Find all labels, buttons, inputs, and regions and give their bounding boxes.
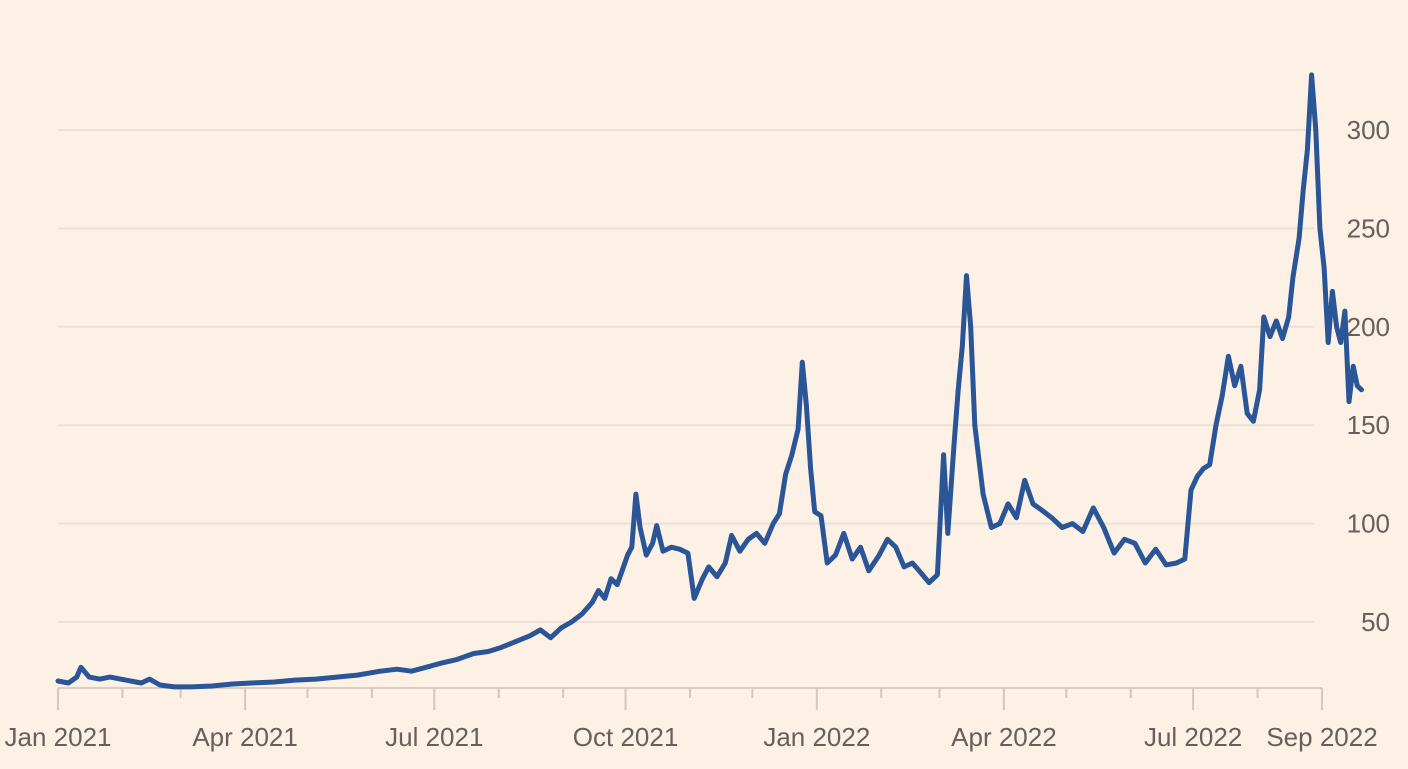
x-tick-label-4: Jan 2022 <box>763 722 870 752</box>
y-tick-label-200: 200 <box>1347 312 1390 342</box>
series-layer <box>55 72 1364 690</box>
y-tick-label-100: 100 <box>1347 509 1390 539</box>
y-tick-label-150: 150 <box>1347 410 1390 440</box>
x-tick-label-3: Oct 2021 <box>573 722 679 752</box>
x-tick-label-1: Apr 2021 <box>192 722 298 752</box>
y-tick-label-250: 250 <box>1347 213 1390 243</box>
x-tick-label-2: Jul 2021 <box>385 722 483 752</box>
axes: 50 100 150 200 250 300 Jan 2021 Apr 2021 Jul 202… <box>5 115 1390 752</box>
y-tick-label-50: 50 <box>1361 607 1390 637</box>
x-tick-label-5: Apr 2022 <box>951 722 1057 752</box>
gridlines <box>58 129 1314 623</box>
x-tick-label-6: Jul 2022 <box>1144 722 1242 752</box>
x-tick-label-7: Sep 2022 <box>1266 722 1377 752</box>
x-tick-label-0: Jan 2021 <box>5 722 112 752</box>
series-line-0 <box>55 72 1364 690</box>
y-tick-label-300: 300 <box>1347 115 1390 145</box>
